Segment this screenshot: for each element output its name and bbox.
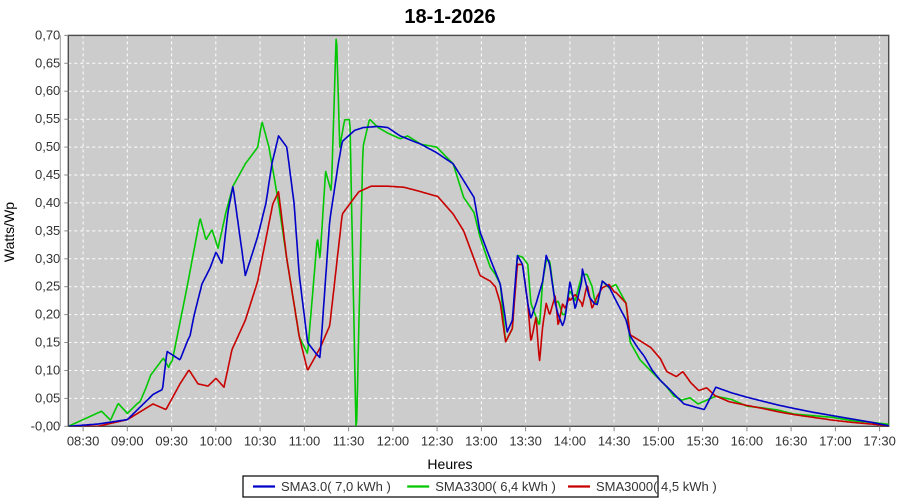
svg-text:Heures: Heures [427,456,472,472]
svg-text:13:00: 13:00 [465,433,498,448]
svg-text:08:30: 08:30 [67,433,100,448]
svg-text:14:00: 14:00 [554,433,587,448]
svg-text:SMA3000( 4,5 kWh ): SMA3000( 4,5 kWh ) [596,479,717,494]
svg-text:0,55: 0,55 [35,111,60,126]
svg-text:17:00: 17:00 [819,433,852,448]
svg-text:0,35: 0,35 [35,223,60,238]
svg-text:0,05: 0,05 [35,390,60,405]
svg-text:14:30: 14:30 [598,433,631,448]
svg-text:09:00: 09:00 [111,433,144,448]
svg-text:Watts/Wp: Watts/Wp [1,202,17,262]
svg-text:0,40: 0,40 [35,195,60,210]
svg-text:0,45: 0,45 [35,167,60,182]
svg-text:10:00: 10:00 [200,433,233,448]
svg-text:11:30: 11:30 [333,433,365,448]
svg-text:12:00: 12:00 [377,433,410,448]
svg-text:0,60: 0,60 [35,83,60,98]
svg-text:0,15: 0,15 [35,335,60,350]
svg-text:10:30: 10:30 [244,433,277,448]
svg-text:0,30: 0,30 [35,251,60,266]
svg-text:13:30: 13:30 [509,433,542,448]
svg-text:0,70: 0,70 [35,27,60,42]
svg-text:0,25: 0,25 [35,279,60,294]
svg-text:16:00: 16:00 [731,433,764,448]
svg-text:0,10: 0,10 [35,363,60,378]
svg-text:12:30: 12:30 [421,433,454,448]
svg-text:09:30: 09:30 [155,433,188,448]
svg-text:0,20: 0,20 [35,307,60,322]
svg-text:SMA3.0( 7,0 kWh ): SMA3.0( 7,0 kWh ) [281,479,391,494]
svg-text:11:00: 11:00 [289,433,321,448]
svg-text:15:30: 15:30 [686,433,719,448]
svg-text:-0,00: -0,00 [31,418,61,433]
svg-text:17:30: 17:30 [863,433,896,448]
svg-text:0,65: 0,65 [35,55,60,70]
svg-text:0,50: 0,50 [35,139,60,154]
svg-text:SMA3300( 6,4 kWh ): SMA3300( 6,4 kWh ) [435,479,556,494]
svg-text:15:00: 15:00 [642,433,675,448]
svg-text:16:30: 16:30 [775,433,808,448]
